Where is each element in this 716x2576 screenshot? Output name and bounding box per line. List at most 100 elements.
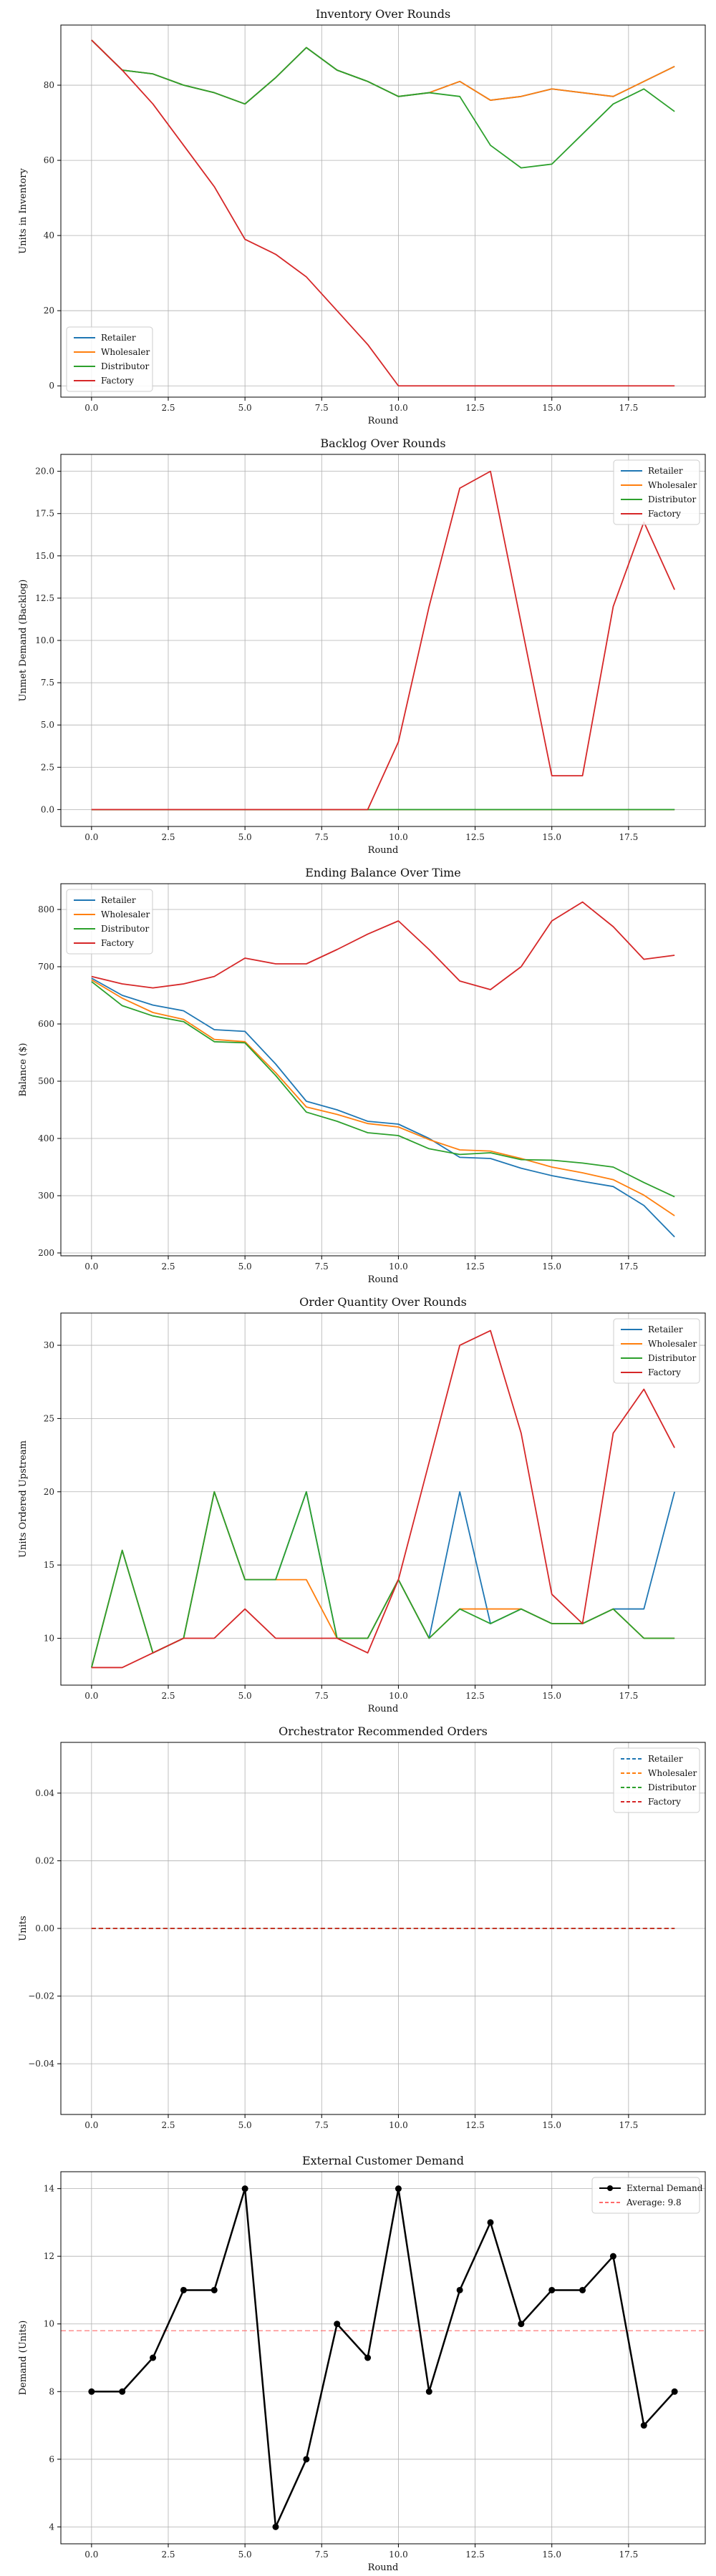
legend: Retailer Wholesaler Distributor Factory — [613, 459, 700, 525]
legend-label: Retailer — [101, 333, 136, 343]
data-point — [211, 2286, 218, 2293]
y-tick-label: 20.0 — [35, 467, 54, 477]
x-tick-label: 10.0 — [389, 2550, 408, 2560]
x-axis-label: Round — [368, 1704, 399, 1714]
y-tick-label: 0.02 — [35, 1855, 54, 1865]
x-tick-label: 17.5 — [619, 1262, 638, 1272]
plot-frame — [60, 1312, 706, 1686]
x-tick-label: 2.5 — [161, 2550, 175, 2560]
y-tick-label: 10.0 — [35, 635, 54, 645]
x-tick-label: 17.5 — [619, 2550, 638, 2560]
y-tick-label: 0.00 — [35, 1923, 54, 1933]
x-tick-label: 17.5 — [619, 832, 638, 842]
y-tick-label: 40 — [44, 230, 54, 240]
y-tick-label: 15 — [44, 1560, 54, 1570]
legend-label: Factory — [101, 376, 134, 386]
x-tick-label: 10.0 — [389, 403, 408, 413]
data-point — [579, 2286, 586, 2293]
x-tick-label: 0.0 — [84, 1691, 98, 1701]
series-line-factory — [91, 901, 675, 990]
y-tick-label: 25 — [44, 1413, 54, 1423]
x-tick-label: 12.5 — [465, 1262, 485, 1272]
legend-label: Wholesaler — [101, 347, 150, 357]
x-tick-label: 10.0 — [389, 832, 408, 842]
x-tick-label: 7.5 — [315, 403, 329, 413]
legend-label: Distributor — [648, 494, 696, 504]
legend-label: Retailer — [648, 1754, 683, 1764]
y-tick-label: 20 — [44, 1487, 54, 1497]
x-tick-label: 5.0 — [238, 403, 252, 413]
y-tick-label: 6 — [49, 2454, 54, 2464]
y-tick-label: 700 — [38, 962, 54, 972]
y-tick-label: 14 — [44, 2184, 55, 2194]
x-tick-label: 17.5 — [619, 403, 638, 413]
data-point — [548, 2286, 556, 2293]
x-tick-label: 7.5 — [315, 2120, 329, 2130]
x-tick-label: 2.5 — [161, 1262, 175, 1272]
y-tick-label: −0.02 — [28, 1991, 54, 2001]
x-tick-label: 10.0 — [389, 2120, 408, 2130]
x-tick-label: 7.5 — [315, 2550, 329, 2560]
x-tick-label: 15.0 — [542, 403, 561, 413]
legend-label: Average: 9.8 — [626, 2197, 682, 2207]
x-tick-label: 17.5 — [619, 1691, 638, 1701]
x-tick-label: 5.0 — [238, 1691, 252, 1701]
x-tick-label: 5.0 — [238, 2120, 252, 2130]
x-tick-label: 15.0 — [542, 832, 561, 842]
plot-frame — [60, 24, 706, 398]
legend-box — [613, 1318, 700, 1384]
y-tick-label: 12 — [44, 2251, 54, 2261]
chart-panel-2: 0.0 2.5 5.0 7.5 10.0 12.5 15.0 17.5 0.0 2.5 5.0 7.5… — [18, 436, 706, 856]
x-tick-label: 7.5 — [315, 832, 329, 842]
series-line-factory — [91, 39, 675, 387]
legend: Retailer Wholesaler Distributor Factory — [613, 1318, 700, 1384]
x-tick-label: 12.5 — [465, 2550, 485, 2560]
legend-label: Distributor — [648, 1782, 696, 1792]
x-axis-label: Round — [368, 416, 399, 426]
y-tick-label: 7.5 — [41, 678, 54, 688]
y-tick-label: 20 — [44, 306, 54, 316]
x-tick-label: 10.0 — [389, 1262, 408, 1272]
data-point — [303, 2456, 310, 2463]
chart-panel-4: 0.0 2.5 5.0 7.5 10.0 12.5 15.0 17.5 10 15 20 25 30 Or… — [18, 1295, 706, 1714]
x-tick-label: 0.0 — [84, 403, 98, 413]
data-point — [640, 2422, 647, 2429]
y-axis-label: Units — [18, 1916, 29, 1941]
x-tick-label: 2.5 — [161, 832, 175, 842]
x-tick-label: 7.5 — [315, 1262, 329, 1272]
data-point — [671, 2388, 678, 2395]
y-tick-label: 0.0 — [41, 804, 54, 814]
data-point — [119, 2388, 126, 2395]
y-tick-label: 500 — [38, 1076, 54, 1086]
y-tick-label: 800 — [38, 904, 54, 914]
y-tick-label: 5.0 — [41, 720, 54, 730]
chart-panel-1: 0.0 2.5 5.0 7.5 10.0 12.5 15.0 17.5 0 20 40 60 80 Inv… — [18, 7, 706, 426]
y-tick-label: −0.04 — [28, 2059, 54, 2069]
series-line-retailer — [91, 977, 675, 1238]
y-tick-label: 80 — [44, 80, 54, 90]
y-axis-label: Demand (Units) — [18, 2321, 29, 2396]
data-point — [487, 2219, 494, 2226]
x-tick-label: 5.0 — [238, 832, 252, 842]
data-point — [150, 2354, 157, 2361]
series-line-external-demand — [91, 2187, 676, 2528]
x-tick-label: 2.5 — [161, 403, 175, 413]
x-tick-label: 5.0 — [238, 1262, 252, 1272]
legend-label: Factory — [648, 1797, 681, 1807]
legend-label: Distributor — [101, 361, 149, 371]
legend-label: Wholesaler — [648, 480, 697, 490]
y-tick-label: 60 — [44, 155, 54, 165]
data-point — [395, 2185, 402, 2192]
y-axis-label: Units in Inventory — [18, 167, 29, 253]
x-tick-label: 10.0 — [389, 1691, 408, 1701]
chart-title: Order Quantity Over Rounds — [299, 1295, 467, 1309]
series-line-retailer — [90, 1491, 676, 1668]
data-point — [364, 2354, 372, 2361]
y-tick-label: 0 — [49, 381, 54, 391]
y-tick-label: 200 — [38, 1248, 54, 1258]
data-point — [456, 2286, 463, 2293]
y-axis-label: Unmet Demand (Backlog) — [18, 580, 29, 702]
y-tick-label: 2.5 — [41, 762, 54, 772]
chart-title: Inventory Over Rounds — [316, 7, 450, 21]
